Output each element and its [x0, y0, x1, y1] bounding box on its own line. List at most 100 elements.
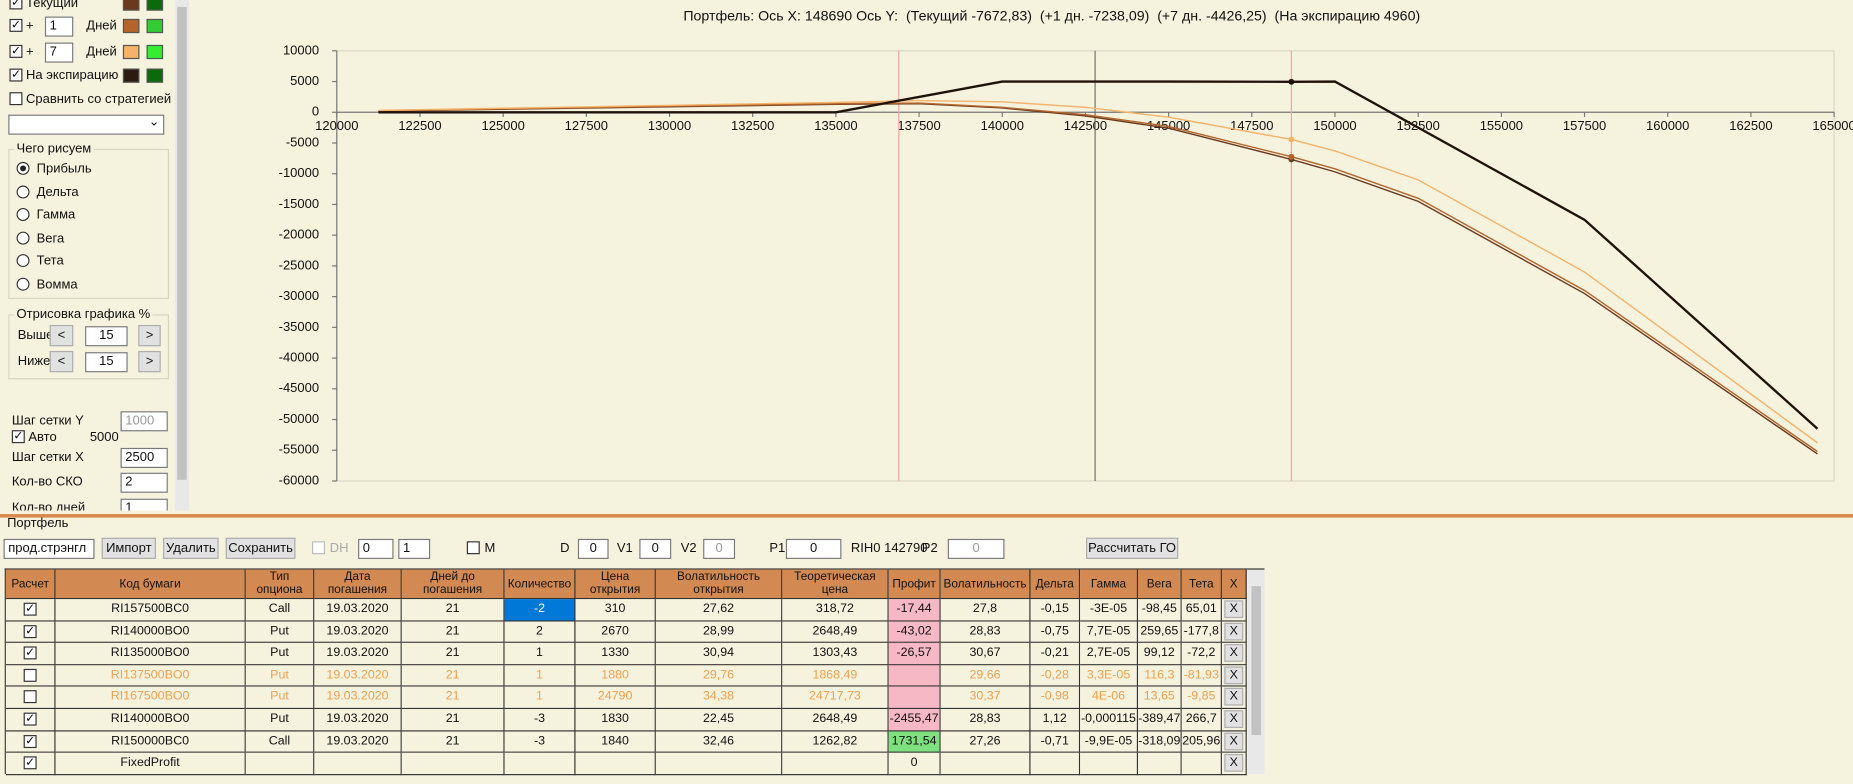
color-swatch[interactable]: [146, 0, 164, 11]
cell: ✓: [5, 599, 56, 622]
cell: [5, 665, 56, 688]
checkbox[interactable]: ✓: [23, 756, 37, 770]
checkbox[interactable]: ✓: [9, 44, 23, 58]
checkbox[interactable]: ✓: [23, 712, 37, 726]
text-input[interactable]: 1: [44, 16, 74, 37]
checkbox[interactable]: [311, 541, 325, 555]
checkbox[interactable]: ✓: [23, 602, 37, 616]
radio[interactable]: [16, 207, 30, 221]
checkbox[interactable]: [466, 541, 480, 555]
cell: 21: [401, 709, 505, 732]
radio[interactable]: [16, 231, 30, 245]
button[interactable]: Рассчитать ГО: [1086, 537, 1179, 559]
range-label: Ниже: [17, 354, 51, 369]
compare-label: Сравнить со стратегией: [25, 92, 172, 107]
cell: 21: [401, 621, 505, 644]
button[interactable]: X: [1224, 732, 1244, 750]
text-input[interactable]: 0: [639, 538, 672, 559]
dropdown[interactable]: ⌄: [8, 114, 165, 135]
cell: Put: [245, 665, 315, 688]
button[interactable]: X: [1224, 622, 1244, 641]
cell: -0,000115: [1080, 709, 1139, 732]
cell: Put: [245, 687, 315, 710]
text-input[interactable]: 1: [120, 498, 168, 511]
x-tick-label: 135000: [814, 118, 857, 133]
cell: RI157500BC0: [55, 599, 246, 622]
text-input[interactable]: 1000: [120, 411, 168, 432]
checkbox[interactable]: [23, 690, 37, 704]
radio[interactable]: [16, 184, 30, 198]
radio-label: Гамма: [36, 207, 76, 223]
x-tick-label: 157500: [1563, 118, 1606, 133]
checkbox[interactable]: [23, 668, 37, 682]
text-input[interactable]: 15: [85, 326, 128, 347]
cell: ✓: [5, 643, 56, 666]
checkbox[interactable]: ✓: [23, 624, 37, 638]
field-label: V2: [680, 541, 697, 556]
y-tick-label: -5000: [286, 134, 319, 149]
button[interactable]: <: [49, 350, 74, 373]
text-input[interactable]: 0: [577, 538, 609, 559]
x-tick-label: 140000: [981, 118, 1024, 133]
cell: 2,7E-05: [1080, 643, 1139, 666]
curve-prefix: +: [25, 18, 34, 34]
cell: 28,83: [940, 621, 1031, 644]
button[interactable]: Сохранить: [225, 537, 296, 559]
checkbox[interactable]: ✓: [23, 734, 37, 748]
button[interactable]: X: [1224, 600, 1244, 619]
button[interactable]: >: [138, 350, 161, 373]
text-input[interactable]: 15: [85, 352, 128, 373]
cell: X: [1221, 599, 1247, 622]
cell: X: [1221, 643, 1247, 666]
cursor-dot: [1288, 153, 1295, 160]
cell: -2: [504, 599, 576, 622]
color-swatch[interactable]: [146, 68, 164, 83]
button[interactable]: Удалить: [163, 537, 219, 559]
cell: 29,76: [655, 665, 783, 688]
text-input[interactable]: 0: [358, 538, 394, 559]
button[interactable]: X: [1224, 644, 1244, 663]
text-input[interactable]: 2500: [120, 447, 168, 468]
column-header: Код бумаги: [55, 569, 246, 600]
checkbox[interactable]: ✓: [9, 0, 23, 10]
cell: [1181, 753, 1222, 775]
text-input[interactable]: 7: [44, 42, 74, 63]
cell: X: [1221, 687, 1247, 710]
checkbox[interactable]: ✓: [11, 430, 25, 444]
cell: -0,15: [1030, 599, 1081, 622]
button[interactable]: X: [1224, 754, 1244, 772]
color-swatch[interactable]: [122, 44, 140, 60]
scrollbar[interactable]: [174, 0, 190, 511]
radio[interactable]: [16, 254, 30, 268]
button[interactable]: <: [49, 324, 74, 347]
button[interactable]: X: [1224, 688, 1244, 706]
series-line: [378, 80, 1819, 430]
color-swatch[interactable]: [122, 18, 140, 34]
scrollbar[interactable]: [1247, 568, 1265, 775]
color-swatch[interactable]: [122, 68, 140, 83]
button[interactable]: X: [1224, 666, 1244, 684]
text-input[interactable]: 2: [120, 472, 168, 493]
series-line: [378, 102, 1818, 455]
color-swatch[interactable]: [146, 44, 164, 60]
y-tick-label: 5000: [290, 73, 319, 88]
radio[interactable]: [16, 161, 30, 175]
text-input[interactable]: 0: [703, 538, 736, 559]
button[interactable]: X: [1224, 710, 1244, 728]
color-swatch[interactable]: [146, 18, 164, 34]
checkbox[interactable]: ✓: [9, 18, 23, 32]
button[interactable]: >: [138, 324, 161, 347]
button[interactable]: Импорт: [101, 537, 156, 559]
checkbox[interactable]: ✓: [9, 68, 23, 82]
radio[interactable]: [16, 277, 30, 291]
text-input[interactable]: прод.стрэнгл: [3, 538, 95, 559]
text-input[interactable]: 0: [947, 538, 1005, 559]
text-input[interactable]: 0: [785, 538, 842, 559]
cell: 24717,73: [782, 687, 889, 710]
color-swatch[interactable]: [122, 0, 140, 11]
text-input[interactable]: 1: [398, 538, 431, 559]
checkbox[interactable]: ✓: [23, 646, 37, 660]
column-header: Профит: [888, 569, 941, 600]
checkbox[interactable]: [9, 92, 23, 106]
